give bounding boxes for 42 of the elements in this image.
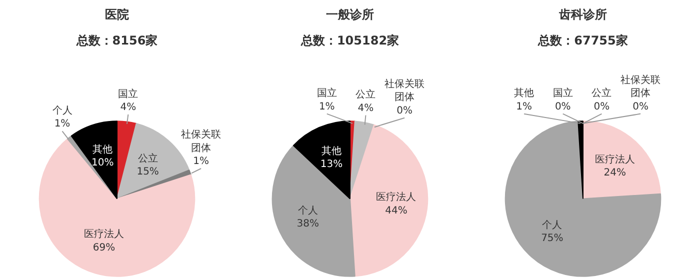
- data-label: 69%: [92, 242, 116, 254]
- chart-title: 医院: [105, 8, 129, 22]
- data-label: 15%: [136, 166, 159, 178]
- slice-label: 医疗法人: [84, 228, 124, 240]
- slice-label: 其他: [321, 144, 342, 157]
- slice-label: 个人: [298, 204, 318, 217]
- slice-label: 国立: [316, 87, 337, 100]
- category-label: 社保关联团体: [384, 78, 425, 104]
- text: 0%: [594, 101, 610, 112]
- category-label: 社保关联团体: [620, 74, 661, 100]
- data-label: 1%: [516, 101, 532, 112]
- chart-subtitle: 总数：67755家: [537, 34, 628, 48]
- data-label: 75%: [541, 233, 564, 244]
- slice-label: 医疗法人: [594, 153, 635, 166]
- slice-label: 其他: [514, 87, 534, 100]
- data-label: 44%: [385, 205, 408, 216]
- chart-title: 齿科诊所: [558, 8, 607, 22]
- data-label: 4%: [358, 102, 374, 114]
- data-label: 1%: [318, 101, 335, 112]
- slice-label: 医疗法人: [376, 191, 416, 204]
- chart-title: 一般诊所: [326, 8, 374, 22]
- slice-label: 公立: [138, 152, 158, 164]
- category-label: 国立: [552, 88, 573, 100]
- slice-label: 国立: [118, 88, 138, 100]
- chart-subtitle: 总数：8156家: [75, 34, 158, 48]
- data-label: 1%: [193, 156, 209, 168]
- category-label: 公立: [592, 88, 612, 100]
- data-label: 13%: [320, 159, 343, 170]
- data-label: 1%: [54, 118, 70, 130]
- data-label: 10%: [91, 158, 114, 169]
- slice-label: 公立: [356, 88, 376, 101]
- data-label: 24%: [604, 168, 626, 179]
- chart-subtitle: 总数：105182家: [300, 34, 400, 48]
- slice-label: 个人: [52, 104, 72, 116]
- text: 0%: [396, 105, 412, 116]
- slice-label: 社保关联团体: [181, 128, 222, 154]
- data-label: 4%: [120, 102, 136, 113]
- slice-label: 其他: [92, 143, 113, 156]
- text: 0%: [632, 101, 648, 112]
- slice-label: 个人: [542, 218, 562, 231]
- data-label: 38%: [296, 218, 319, 230]
- text: 0%: [554, 101, 571, 112]
